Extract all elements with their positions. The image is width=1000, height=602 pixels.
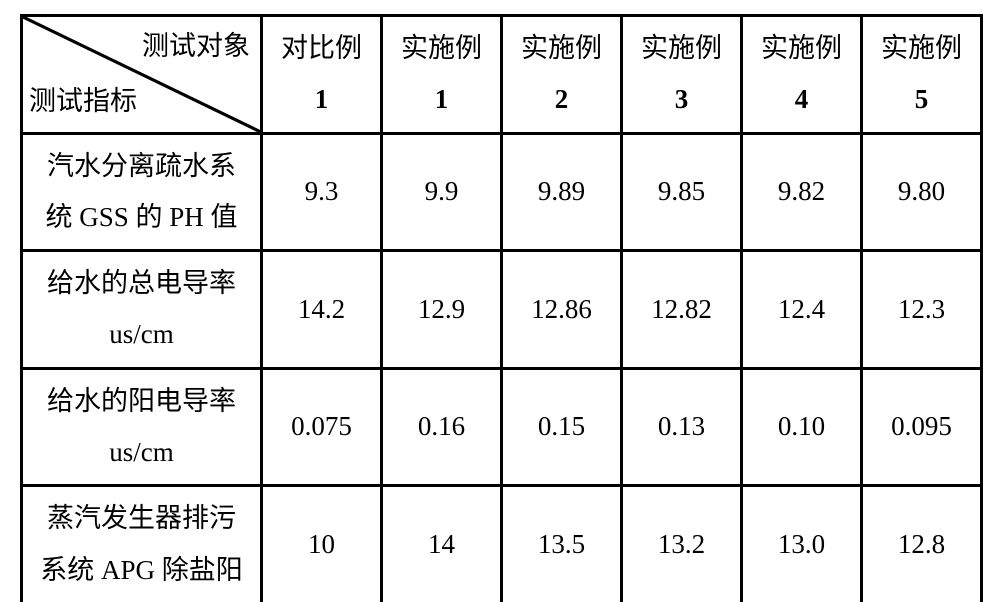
cell: 13.0 <box>742 486 862 602</box>
cell: 9.9 <box>382 133 502 251</box>
table-row: 给水的总电导率us/cm 14.2 12.9 12.86 12.82 12.4 … <box>22 251 982 369</box>
cell: 10 <box>262 486 382 602</box>
cell: 0.075 <box>262 368 382 486</box>
cell: 9.80 <box>862 133 982 251</box>
cell: 0.16 <box>382 368 502 486</box>
diagonal-header-cell: 测试对象 测试指标 <box>22 16 262 134</box>
row-label: 给水的阳电导率us/cm <box>22 368 262 486</box>
cell: 14.2 <box>262 251 382 369</box>
header-row: 测试对象 测试指标 对比例1 实施例1 实施例2 实施例3 实施例4 实施例5 <box>22 16 982 134</box>
cell: 12.4 <box>742 251 862 369</box>
cell: 13.5 <box>502 486 622 602</box>
header-top-label: 测试对象 <box>142 21 250 72</box>
cell: 9.85 <box>622 133 742 251</box>
row-label: 给水的总电导率us/cm <box>22 251 262 369</box>
cell: 12.3 <box>862 251 982 369</box>
cell: 0.15 <box>502 368 622 486</box>
table-row: 汽水分离疏水系统 GSS 的 PH 值 9.3 9.9 9.89 9.85 9.… <box>22 133 982 251</box>
row-label: 汽水分离疏水系统 GSS 的 PH 值 <box>22 133 262 251</box>
cell: 0.13 <box>622 368 742 486</box>
cell: 9.3 <box>262 133 382 251</box>
cell: 14 <box>382 486 502 602</box>
table-row: 蒸汽发生器排污系统 APG 除盐阳 10 14 13.5 13.2 13.0 1… <box>22 486 982 602</box>
col-header: 实施例5 <box>862 16 982 134</box>
col-header: 实施例3 <box>622 16 742 134</box>
cell: 9.89 <box>502 133 622 251</box>
row-label: 蒸汽发生器排污系统 APG 除盐阳 <box>22 486 262 602</box>
cell: 9.82 <box>742 133 862 251</box>
cell: 13.2 <box>622 486 742 602</box>
cell: 12.8 <box>862 486 982 602</box>
cell: 0.095 <box>862 368 982 486</box>
col-header: 实施例2 <box>502 16 622 134</box>
header-bottom-label: 测试指标 <box>29 76 137 127</box>
table-row: 给水的阳电导率us/cm 0.075 0.16 0.15 0.13 0.10 0… <box>22 368 982 486</box>
col-header: 对比例1 <box>262 16 382 134</box>
cell: 12.82 <box>622 251 742 369</box>
cell: 12.9 <box>382 251 502 369</box>
col-header: 实施例1 <box>382 16 502 134</box>
data-table: 测试对象 测试指标 对比例1 实施例1 实施例2 实施例3 实施例4 实施例5 … <box>20 14 983 602</box>
cell: 12.86 <box>502 251 622 369</box>
cell: 0.10 <box>742 368 862 486</box>
col-header: 实施例4 <box>742 16 862 134</box>
